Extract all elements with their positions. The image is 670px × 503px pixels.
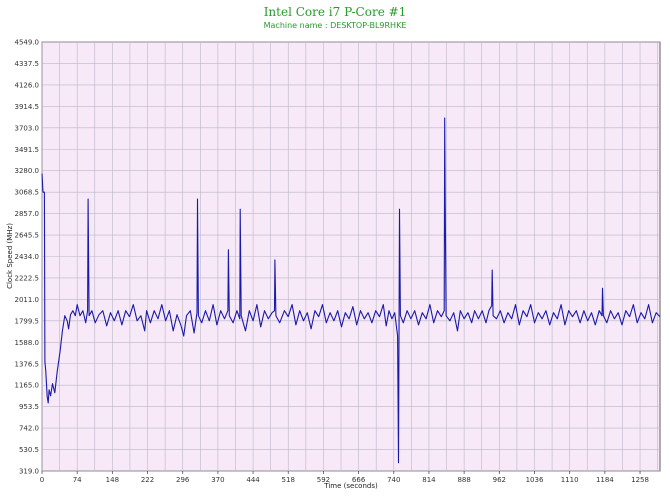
x-tick-label: 1110	[561, 476, 579, 484]
x-tick-label: 888	[457, 476, 470, 484]
y-tick-label: 3914.5	[15, 103, 40, 111]
tick-layer: 0 74 148 222 296 370 444 518 592 666 740 814 888 962 1…	[15, 39, 649, 485]
x-tick-label: 1184	[596, 476, 614, 484]
y-tick-label: 4549.0	[15, 39, 40, 47]
x-tick-label: 814	[422, 476, 436, 484]
x-tick-label: 222	[141, 476, 154, 484]
y-tick-label: 3703.0	[15, 124, 40, 132]
y-tick-label: 3280.0	[15, 167, 40, 175]
y-tick-label: 2011.0	[15, 296, 40, 304]
x-tick-label: 1258	[631, 476, 649, 484]
y-tick-label: 4126.0	[15, 81, 40, 89]
y-tick-label: 1376.5	[15, 360, 40, 368]
y-tick-label: 1165.0	[15, 382, 40, 390]
x-tick-label: 666	[352, 476, 366, 484]
y-tick-label: 3491.5	[15, 146, 40, 154]
x-tick-label: 148	[106, 476, 119, 484]
y-tick-label: 1588.0	[15, 339, 40, 347]
y-tick-label: 1799.5	[15, 317, 40, 325]
x-tick-label: 592	[317, 476, 330, 484]
x-tick-label: 962	[493, 476, 506, 484]
x-tick-label: 518	[282, 476, 295, 484]
x-tick-label: 370	[211, 476, 224, 484]
x-tick-label: 74	[73, 476, 82, 484]
y-tick-label: 2434.0	[15, 253, 40, 261]
x-tick-label: 296	[176, 476, 190, 484]
grid-layer	[41, 41, 660, 472]
y-tick-label: 953.5	[19, 403, 39, 411]
x-tick-label: 444	[246, 476, 260, 484]
chart-title: Intel Core i7 P-Core #1	[264, 5, 407, 19]
x-tick-label: 1036	[526, 476, 544, 484]
x-tick-label: 0	[40, 476, 44, 484]
series-line-clock-speed	[41, 117, 661, 464]
y-tick-label: 319.0	[19, 468, 39, 476]
y-tick-label: 530.5	[19, 446, 39, 454]
y-tick-label: 2645.5	[15, 232, 40, 240]
y-tick-label: 2857.0	[15, 210, 40, 218]
x-axis-label: Time (seconds)	[323, 482, 378, 490]
y-tick-label: 3068.5	[15, 189, 40, 197]
chart-subtitle: Machine name : DESKTOP-BL9RHKE	[264, 21, 407, 30]
y-tick-label: 742.0	[19, 425, 39, 433]
y-tick-label: 4337.5	[15, 60, 40, 68]
x-tick-label: 740	[387, 476, 400, 484]
y-axis-label: Clock Speed (MHz)	[6, 223, 14, 289]
y-tick-label: 2222.5	[15, 274, 40, 282]
